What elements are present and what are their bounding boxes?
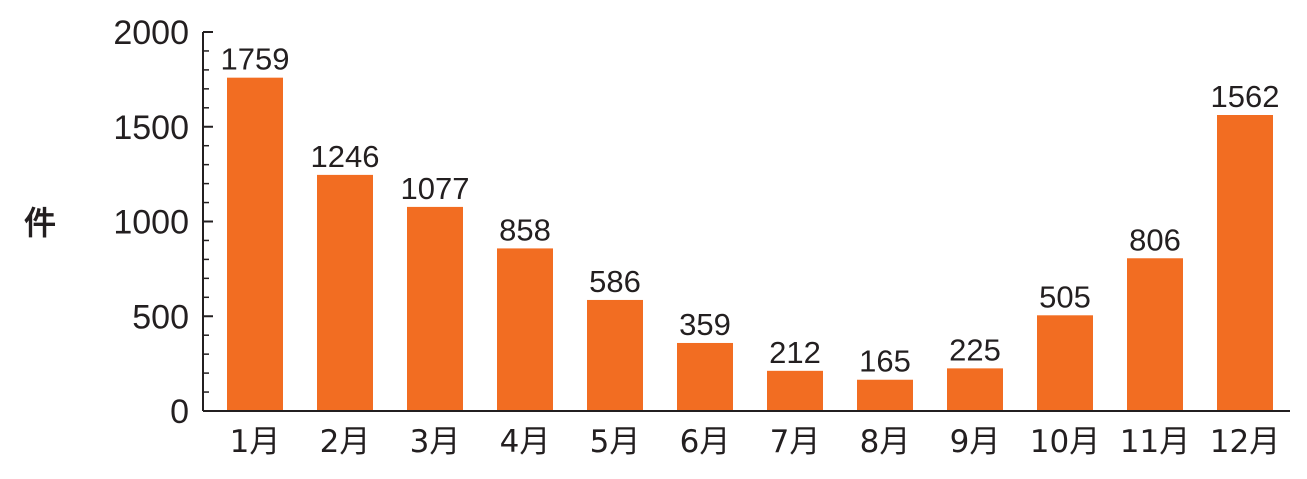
y-tick-label: 500 [132, 298, 189, 336]
data-label: 225 [949, 332, 1001, 367]
data-label: 806 [1129, 222, 1181, 257]
bar [227, 77, 283, 412]
bar [767, 370, 823, 411]
bar [317, 174, 373, 411]
bar [1037, 315, 1093, 411]
data-label: 359 [679, 307, 731, 342]
x-tick-label: 10月 [1030, 424, 1100, 460]
y-tick-label: 1500 [113, 109, 189, 147]
x-tick-label: 2月 [320, 424, 371, 460]
bar [497, 248, 553, 411]
x-tick-label: 11月 [1120, 424, 1190, 460]
y-tick-label: 2000 [113, 14, 189, 52]
bar [587, 299, 643, 411]
x-tick-label: 3月 [410, 424, 461, 460]
x-tick-label: 5月 [590, 424, 641, 460]
bar [947, 368, 1003, 411]
x-tick-label: 4月 [500, 424, 551, 460]
bar [857, 379, 913, 411]
x-tick-label: 1月 [230, 424, 281, 460]
data-label: 505 [1039, 279, 1091, 314]
data-label: 1562 [1211, 79, 1280, 114]
data-label: 165 [859, 344, 911, 379]
y-tick-label: 0 [170, 393, 189, 431]
bar [407, 206, 463, 411]
bar [1127, 258, 1183, 411]
x-tick-label: 12月 [1210, 424, 1280, 460]
y-axis: 0 500 1000 1500 2000 [113, 14, 213, 431]
data-label: 1759 [221, 42, 290, 77]
y-tick-label: 1000 [113, 204, 189, 242]
x-tick-label: 6月 [680, 424, 731, 460]
x-axis: 1月 2月 3月 4月 5月 6月 7月 8月 9月 10月 11月 12月 [203, 410, 1290, 460]
x-tick-label: 8月 [860, 424, 911, 460]
x-tick-label: 9月 [950, 424, 1001, 460]
bar [677, 342, 733, 411]
data-label: 1077 [401, 171, 470, 206]
data-label: 1246 [311, 139, 380, 174]
y-axis-label: 件 [24, 204, 56, 242]
bars: 1759 1246 1077 858 586 359 212 165 225 505 806 1562 [221, 42, 1280, 412]
x-tick-label: 7月 [770, 424, 821, 460]
data-label: 586 [589, 264, 641, 299]
data-label: 212 [769, 335, 821, 370]
bar [1217, 115, 1273, 411]
data-label: 858 [499, 212, 551, 247]
